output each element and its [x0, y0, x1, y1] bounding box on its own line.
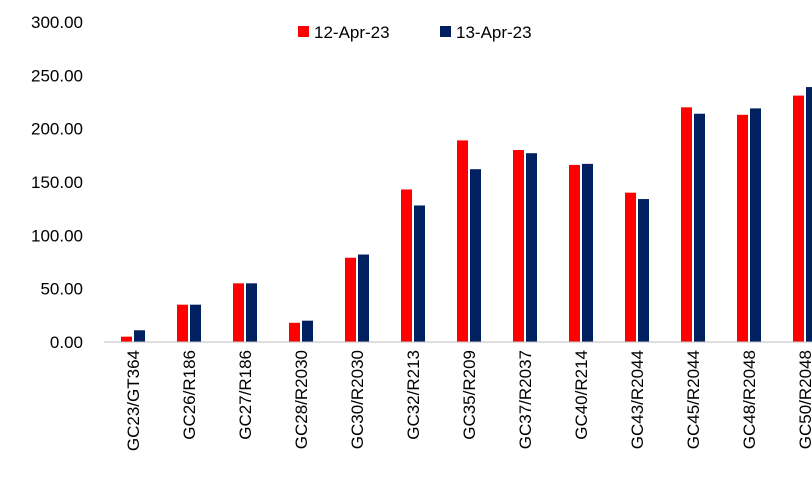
- x-tick-label: GC35/R209: [460, 350, 479, 440]
- legend-label: 13-Apr-23: [456, 23, 532, 42]
- bar: [750, 108, 761, 343]
- bar: [681, 107, 692, 342]
- y-axis: 0.00 50.00 100.00 150.00 200.00 250.00 300.00: [31, 13, 83, 352]
- bar: [190, 304, 201, 342]
- bar: [694, 113, 705, 342]
- x-tick-label: GC32/R213: [404, 350, 423, 440]
- bar: [513, 150, 524, 342]
- bar: [134, 330, 145, 342]
- x-tick-label: GC45/R2044: [684, 350, 703, 449]
- bar: [470, 169, 481, 342]
- x-tick-label: GC28/R2030: [292, 350, 311, 449]
- bar: [246, 283, 257, 342]
- bar: [638, 199, 649, 342]
- bar: [289, 322, 300, 342]
- legend-swatch: [298, 26, 309, 37]
- bar: [457, 140, 468, 342]
- x-tick-label: GC37/R2037: [516, 350, 535, 449]
- bar: [737, 114, 748, 342]
- bar: [625, 192, 636, 342]
- bar: [358, 254, 369, 342]
- x-tick-label: GC48/R2048: [740, 350, 759, 449]
- bar: [401, 189, 412, 342]
- bar: [569, 164, 580, 342]
- bar: [582, 163, 593, 342]
- legend-swatch: [440, 26, 451, 37]
- y-tick-label: 100.00: [31, 226, 83, 245]
- bar: [233, 283, 244, 342]
- y-tick-label: 50.00: [40, 280, 83, 299]
- y-tick-label: 0.00: [50, 333, 83, 352]
- x-tick-label: GC26/R186: [180, 350, 199, 440]
- y-tick-label: 200.00: [31, 120, 83, 139]
- x-tick-label: GC23/GT364: [124, 350, 143, 451]
- bar: [414, 205, 425, 342]
- bar: [806, 87, 812, 342]
- x-tick-label: GC30/R2030: [348, 350, 367, 449]
- bar: [345, 257, 356, 342]
- legend-label: 12-Apr-23: [314, 23, 390, 42]
- bar: [121, 336, 132, 342]
- legend: 12-Apr-23 13-Apr-23: [298, 23, 532, 42]
- y-tick-label: 150.00: [31, 173, 83, 192]
- bar: [526, 153, 537, 342]
- bars: [121, 87, 812, 343]
- bar: [302, 320, 313, 342]
- x-tick-label: GC40/R214: [572, 350, 591, 440]
- x-tick-label: GC43/R2044: [628, 350, 647, 449]
- y-tick-label: 250.00: [31, 66, 83, 85]
- bar: [793, 95, 804, 342]
- x-axis: GC23/GT364 GC26/R186 GC27/R186 GC28/R2030 GC…: [104, 341, 812, 451]
- bar: [177, 304, 188, 342]
- x-tick-label: GC27/R186: [236, 350, 255, 440]
- x-tick-label: GC50/R2048: [796, 350, 812, 449]
- y-tick-label: 300.00: [31, 13, 83, 32]
